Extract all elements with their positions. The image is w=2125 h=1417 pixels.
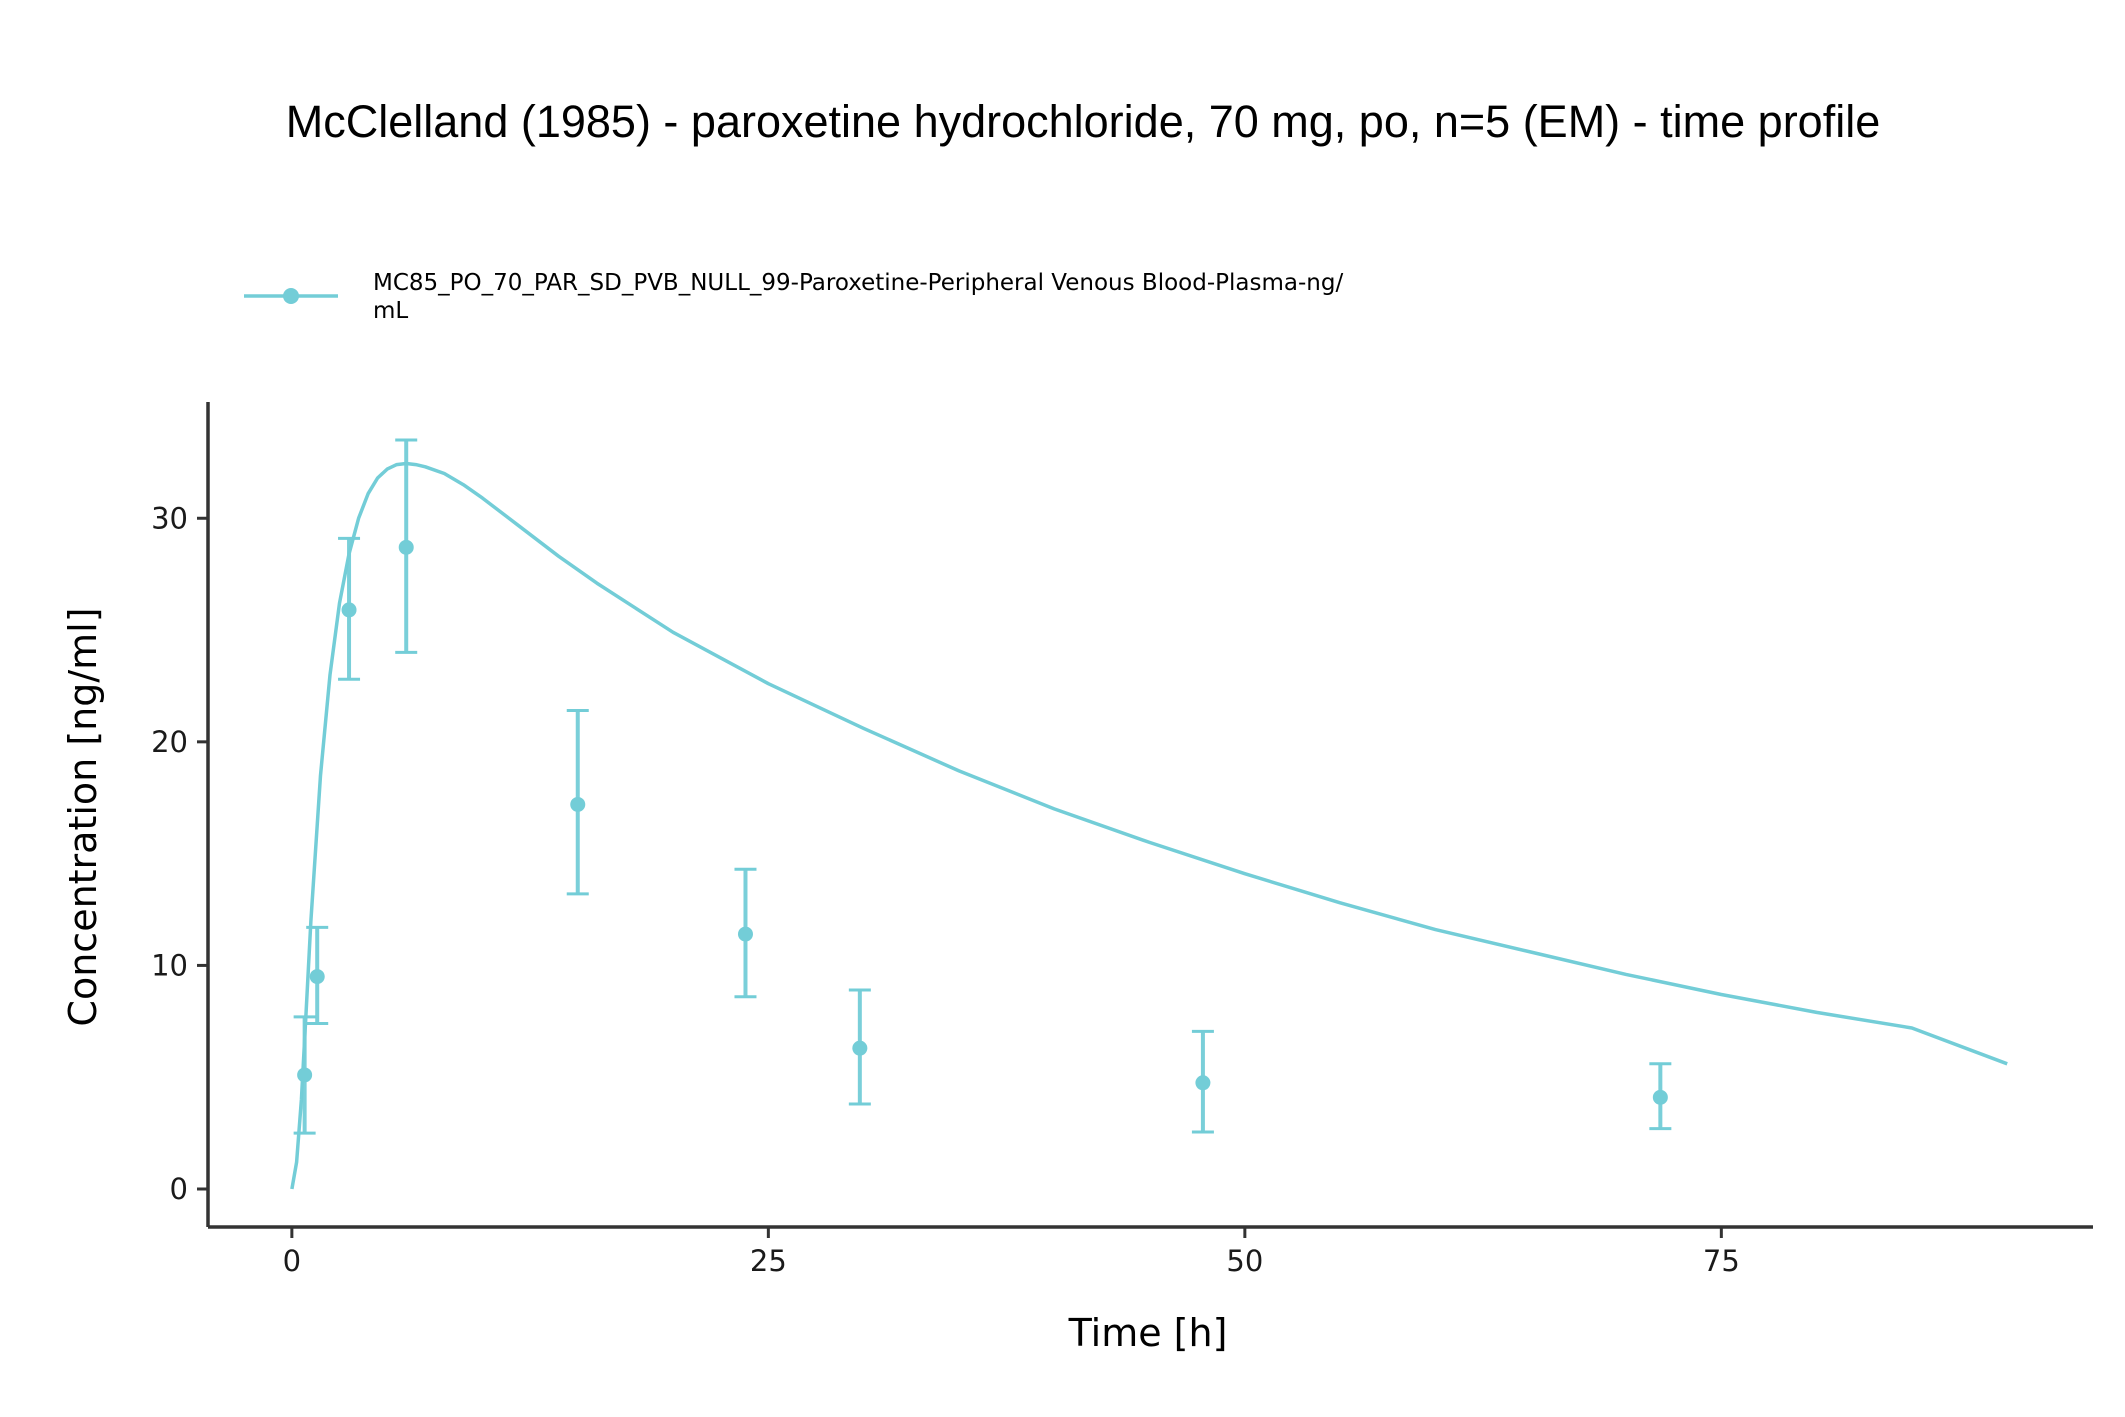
x-tick-label: 25 xyxy=(750,1244,787,1278)
simulated-line xyxy=(290,461,2008,1190)
chart-title: McClelland (1985) - paroxetine hydrochlo… xyxy=(286,96,1880,147)
legend-point-marker xyxy=(283,288,299,304)
observed-point-group xyxy=(395,438,418,654)
legend-label-line2: mL xyxy=(373,298,408,324)
y-tick-label: 0 xyxy=(170,1172,188,1206)
observed-point-group xyxy=(293,1015,316,1135)
x-tick-label: 50 xyxy=(1226,1244,1263,1278)
observed-point xyxy=(398,539,414,555)
legend: MC85_PO_70_PAR_SD_PVB_NULL_99-Paroxetine… xyxy=(244,270,1343,324)
observed-point-group xyxy=(566,709,589,896)
observed-point-group xyxy=(1649,1062,1672,1131)
observed-point xyxy=(1652,1089,1668,1105)
y-tick-label: 20 xyxy=(151,725,188,759)
observed-point-group xyxy=(848,988,871,1106)
x-tick-label: 75 xyxy=(1703,1244,1740,1278)
observed-point xyxy=(297,1067,313,1083)
plot-area xyxy=(290,438,2008,1190)
observed-point-group xyxy=(306,925,329,1026)
observed-point xyxy=(570,796,586,812)
observed-point-group xyxy=(734,867,757,999)
observed-point xyxy=(309,969,325,985)
observed-point-group xyxy=(1191,1029,1214,1134)
y-tick-label: 10 xyxy=(151,948,188,982)
observed-point xyxy=(341,602,357,618)
axes: 0 25 50 75 0 10 20 30 xyxy=(151,402,2093,1278)
x-axis-title: Time [h] xyxy=(1068,1311,1228,1355)
y-axis-title: Concentration [ng/ml] xyxy=(61,607,105,1026)
x-tick-label: 0 xyxy=(283,1244,301,1278)
observed-point-group xyxy=(338,536,361,681)
y-tick-label: 30 xyxy=(151,501,188,535)
legend-label-line1: MC85_PO_70_PAR_SD_PVB_NULL_99-Paroxetine… xyxy=(373,270,1343,296)
observed-point xyxy=(737,926,753,942)
observed-point xyxy=(852,1040,868,1056)
observed-point xyxy=(1195,1075,1211,1091)
